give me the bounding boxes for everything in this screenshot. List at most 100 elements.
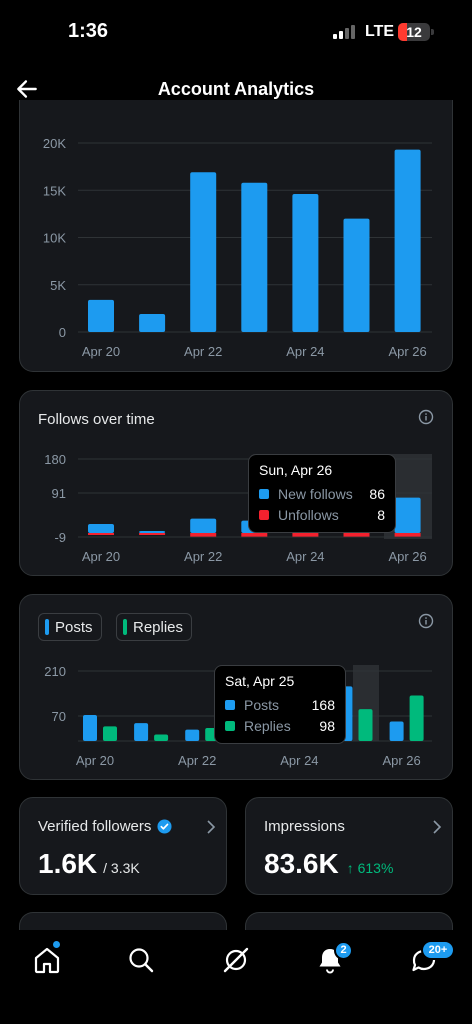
bar (88, 299, 114, 332)
y-tick-label: 5K (50, 278, 66, 293)
bar-posts (83, 715, 97, 741)
y-tick-label: 10K (43, 231, 66, 246)
bar-unfollows (292, 533, 319, 537)
verified-followers-value-row: 1.6K / 3.3K (38, 848, 140, 880)
bar-replies (409, 695, 424, 741)
page-title: Account Analytics (157, 79, 315, 99)
bar-posts (134, 723, 149, 741)
impressions-label: Impressions (264, 818, 345, 835)
x-tick-label: Apr 20 (82, 549, 120, 564)
network-label: LTE (365, 23, 395, 40)
verified-followers-label: Verified followers (38, 818, 152, 835)
legend-chip-replies[interactable]: Replies (116, 613, 193, 641)
y-tick-label: 0 (59, 325, 66, 340)
bar-replies (358, 709, 373, 741)
cell-signal-icon (333, 25, 357, 39)
x-tick-label: Apr 26 (388, 549, 426, 564)
tooltip-label: Replies (244, 717, 291, 734)
bar-new-follows (88, 523, 114, 533)
x-tick-label: Apr 26 (388, 344, 426, 359)
bar (343, 218, 370, 332)
bar-new-follows (190, 518, 217, 533)
follows-tooltip: Sun, Apr 26 New follows 86 Unfollows 8 (248, 454, 396, 533)
legend-posts-label: Posts (55, 618, 93, 636)
tooltip-value: 168 (311, 696, 335, 713)
home-unread-dot (53, 941, 60, 948)
info-icon[interactable] (418, 409, 434, 425)
messages-icon[interactable] (406, 942, 442, 978)
bar-new-follows (394, 497, 421, 533)
info-icon[interactable] (418, 613, 434, 629)
y-tick-label: 91 (52, 486, 66, 501)
battery-level: 12 (406, 24, 422, 40)
x-tick-label: Apr 22 (178, 753, 216, 768)
y-tick-label: 180 (44, 452, 66, 467)
app-header: Account Analytics (0, 64, 472, 116)
bar (139, 314, 166, 332)
home-icon[interactable] (29, 942, 65, 978)
tooltip-row: Posts 168 (225, 694, 335, 715)
search-icon[interactable] (123, 942, 159, 978)
bar-unfollows (190, 533, 217, 537)
posts-chart-card: Posts Replies 210 70 Apr 20 Apr 22 Apr 24 Apr… (19, 594, 453, 780)
tooltip-row: New follows 86 (259, 483, 385, 504)
tooltip-row: Replies 98 (225, 715, 335, 736)
x-tick-label: Apr 20 (76, 753, 114, 768)
follows-chart-card: Follows over time 180 91 -9 Apr 20 Apr 22 Apr… (19, 390, 453, 576)
grok-icon[interactable] (218, 942, 254, 978)
y-tick-label: 15K (43, 183, 66, 198)
tooltip-value: 98 (319, 717, 335, 734)
x-tick-label: Apr 26 (382, 753, 420, 768)
bar-unfollows (88, 533, 114, 535)
status-bar: 1:36 LTE 12 (0, 0, 472, 64)
y-tick-label: 70 (52, 709, 66, 724)
notifications-badge: 2 (334, 941, 353, 960)
x-tick-label: Apr 22 (184, 344, 222, 359)
bar-posts (389, 721, 404, 741)
bar-unfollows (139, 533, 166, 535)
messages-badge: 20+ (421, 940, 455, 960)
tooltip-label: Unfollows (278, 506, 339, 523)
tooltip-value: 86 (369, 485, 385, 502)
impressions-bar-chart[interactable]: 20K 15K 10K 5K 0 Apr 20 Apr 22 Apr 24 Apr 26 (20, 100, 453, 372)
legend-chip-posts[interactable]: Posts (38, 613, 102, 641)
bottom-nav: 2 20+ (0, 930, 472, 1024)
x-tick-label: Apr 24 (286, 549, 324, 564)
posts-tooltip: Sat, Apr 25 Posts 168 Replies 98 (214, 665, 346, 744)
impressions-chart-card: 20K 15K 10K 5K 0 Apr 20 Apr 22 Apr 24 Apr 26 (19, 100, 453, 372)
y-tick-label: 20K (43, 136, 66, 151)
tooltip-value: 8 (377, 506, 385, 523)
y-tick-label: 210 (44, 664, 66, 679)
impressions-delta: ↑ 613% (346, 860, 394, 876)
x-tick-label: Apr 22 (184, 549, 222, 564)
status-time: 1:36 (68, 20, 109, 42)
follows-chart-title: Follows over time (38, 411, 155, 428)
verified-followers-label-row: Verified followers (38, 818, 172, 835)
bar-unfollows (394, 533, 421, 537)
tooltip-row: Unfollows 8 (259, 504, 385, 525)
bar-unfollows (241, 533, 268, 537)
bar-replies (103, 726, 117, 741)
impressions-value: 83.6K (264, 848, 339, 879)
bar-new-follows (139, 530, 166, 533)
tooltip-label: New follows (278, 485, 353, 502)
x-tick-label: Apr 20 (82, 344, 120, 359)
chevron-right-icon (433, 820, 442, 834)
bar (292, 194, 319, 332)
back-arrow-icon[interactable] (14, 76, 40, 102)
battery-icon: 12 (398, 23, 434, 41)
verified-followers-value: 1.6K (38, 848, 98, 879)
tooltip-date: Sat, Apr 25 (225, 673, 295, 689)
bar-replies (154, 734, 169, 741)
bar (241, 182, 268, 332)
y-tick-label: -9 (54, 530, 66, 545)
tooltip-label: Posts (244, 696, 280, 713)
verified-badge-icon (157, 819, 172, 834)
verified-followers-tile[interactable]: Verified followers 1.6K / 3.3K (19, 797, 227, 895)
total-followers-value: / 3.3K (103, 860, 140, 876)
bar (394, 149, 421, 332)
bar (190, 172, 217, 332)
impressions-value-row: 83.6K ↑ 613% (264, 848, 393, 880)
legend-replies-label: Replies (133, 618, 184, 636)
impressions-tile[interactable]: Impressions 83.6K ↑ 613% (245, 797, 453, 895)
